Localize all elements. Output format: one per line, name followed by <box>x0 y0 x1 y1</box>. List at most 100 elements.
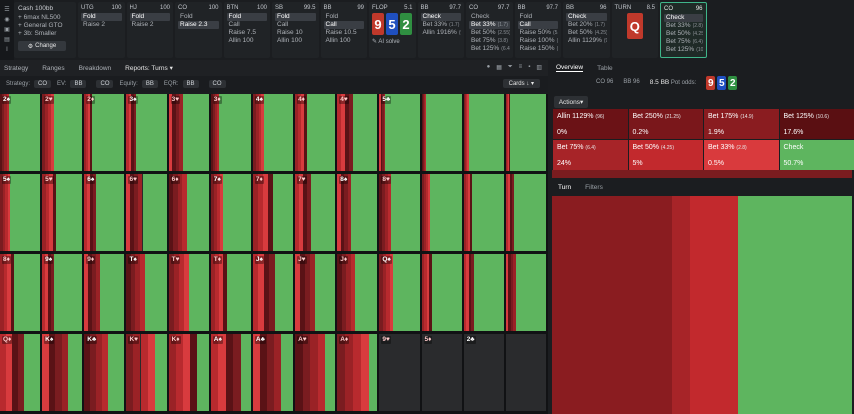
action-option[interactable]: Bet 50% (2.55) <box>469 29 510 37</box>
turn-card-cell[interactable]: 5♠ <box>0 174 41 251</box>
co-column[interactable]: CO 97.7 Check Bet 33% (1.7) Bet 50% (2.55) Bet … <box>466 2 513 58</box>
turn-card-cell[interactable]: 7♠ <box>210 174 251 251</box>
turn-card-cell[interactable] <box>421 94 462 171</box>
turn-card-cell[interactable] <box>505 254 546 331</box>
action-option[interactable]: Fold <box>226 13 267 21</box>
turn-card-cell[interactable] <box>421 254 462 331</box>
turn-card-cell[interactable]: K♥ <box>126 334 167 411</box>
turn-card-cell[interactable]: 2♣ <box>463 334 504 411</box>
action-option[interactable]: Bet 20% (1.7) <box>566 21 607 29</box>
tab-breakdown[interactable]: Breakdown <box>78 64 112 72</box>
bb-column[interactable]: BB 99 Fold Call Raise 10.5 Allin 100 <box>320 2 367 58</box>
save-icon[interactable]: ▣ <box>4 27 10 33</box>
grid-view-icon[interactable]: ▦ <box>496 65 502 71</box>
turn-card-cell[interactable]: 9♥ <box>379 334 420 411</box>
action-option[interactable]: Raise 10.5 <box>324 29 365 37</box>
turn-card-cell[interactable]: 9♠ <box>42 254 83 331</box>
tile-view-icon[interactable]: ▪ <box>528 64 531 70</box>
action-option[interactable]: Check <box>664 14 703 22</box>
ev-filter-bb[interactable]: BB <box>70 80 87 88</box>
flop-card[interactable]: 9 <box>372 13 384 35</box>
turn-card[interactable]: Q <box>626 13 643 39</box>
tab-overview[interactable]: Overview <box>556 64 584 72</box>
turn-card-cell[interactable]: T♥ <box>168 254 209 331</box>
utg-column[interactable]: UTG 100 Fold Raise 2 <box>78 2 125 58</box>
action-option[interactable]: Bet 125%(6.4) <box>469 45 510 53</box>
action-option[interactable]: Fold <box>324 13 365 21</box>
turn-card-cell[interactable]: A♦ <box>337 334 378 411</box>
tab-strategy[interactable]: Strategy <box>4 64 29 72</box>
turn-card-cell[interactable]: A♣ <box>252 334 294 411</box>
co-column[interactable]: CO 100 Fold Raise 2.3 <box>175 2 222 58</box>
action-option[interactable]: Bet 33% (1.7) <box>421 21 462 29</box>
action-option[interactable]: Check <box>420 13 461 21</box>
action-tile[interactable]: Bet 50% (4.25) 5% <box>628 140 703 170</box>
action-option[interactable]: Bet 75% (6.4) <box>664 38 703 46</box>
turn-card-cell[interactable]: K♠ <box>42 334 83 411</box>
bb-column[interactable]: BB 96 Check Bet 20% (1.7) Bet 50% (4.25) Allin … <box>563 2 610 58</box>
action-option[interactable]: Call <box>275 21 316 29</box>
action-option[interactable]: Raise 150%(14.45) <box>518 45 559 53</box>
turn-card-cell[interactable]: Q♦ <box>0 334 41 411</box>
turn-card-cell[interactable] <box>463 174 504 251</box>
action-option[interactable]: Allin 100 <box>324 37 365 45</box>
tab-ranges[interactable]: Ranges <box>42 64 65 72</box>
turn-card-cell[interactable]: 8♥ <box>379 174 420 251</box>
action-tile[interactable]: Bet 175% (14.9) 1.9% <box>704 109 779 139</box>
action-option[interactable]: Bet 33% (1.7) <box>469 21 510 29</box>
list-view-icon[interactable]: ≡ <box>518 64 523 70</box>
action-option[interactable]: Fold <box>129 13 170 21</box>
turn-card-cell[interactable]: 5♥ <box>42 174 83 251</box>
equity-filter-value[interactable]: BB <box>141 80 158 88</box>
action-option[interactable]: Raise 7.5 <box>227 29 268 37</box>
turn-card-cell[interactable] <box>463 94 504 171</box>
stack-icon[interactable]: ◉ <box>4 17 10 23</box>
action-option[interactable]: Call <box>323 21 364 29</box>
turn-card-cell[interactable]: 6♦ <box>168 174 209 251</box>
action-option[interactable]: Raise 2 <box>81 21 122 29</box>
turn-card-cell[interactable]: 6♠ <box>84 174 125 251</box>
turn-card-cell[interactable]: 8♦ <box>0 254 41 331</box>
eqr-filter-co[interactable]: CO <box>208 80 226 88</box>
turn-card-cell[interactable]: 7♥ <box>295 174 336 251</box>
action-tile[interactable]: Allin 1129% (96) 0% <box>553 109 628 139</box>
turn-card-cell[interactable]: 3♦ <box>210 94 251 171</box>
monitor-icon[interactable]: ▤ <box>4 37 10 43</box>
flop-column[interactable]: FLOP 5.1 9 5 2 ✎ AI solve <box>369 2 416 58</box>
turn-card-cell[interactable]: 3♠ <box>126 94 167 171</box>
action-option[interactable]: Call <box>227 21 268 29</box>
menu-icon[interactable]: ☰ <box>4 7 10 13</box>
action-option[interactable]: Fold <box>275 13 316 21</box>
eqr-filter-bb[interactable]: BB <box>182 80 199 88</box>
sb-column[interactable]: SB 99.5 Fold Call Raise 10 Allin 100 <box>272 2 319 58</box>
turn-card-cell[interactable]: J♥ <box>295 254 336 331</box>
tab-table[interactable]: Table <box>597 64 613 72</box>
ai-solve-button[interactable]: ✎ AI solve <box>372 38 413 45</box>
turn-card-cell[interactable]: T♦ <box>210 254 251 331</box>
action-option[interactable]: Check <box>469 13 510 21</box>
turn-card-cell[interactable]: 4♥ <box>337 94 378 171</box>
turn-card-cell[interactable]: J♠ <box>252 254 294 331</box>
columns-view-icon[interactable]: ▥ <box>536 65 542 71</box>
cards-dropdown[interactable]: Cards ↓ ▾ <box>502 79 540 88</box>
turn-card-cell[interactable]: 2♦ <box>84 94 125 171</box>
tab-turn[interactable]: Turn <box>558 184 572 191</box>
action-option[interactable]: Check <box>566 13 607 21</box>
reports-dropdown[interactable]: Reports: Turns ▾ <box>125 65 173 72</box>
action-tile[interactable]: Bet 250% (21.25) 0.2% <box>628 109 703 139</box>
tab-filters[interactable]: Filters <box>585 184 603 191</box>
turn-card-cell[interactable]: 6♥ <box>126 174 167 251</box>
action-option[interactable]: Raise 10 <box>275 29 316 37</box>
turn-card-cell[interactable]: 5♦ <box>421 334 462 411</box>
flop-card[interactable]: 2 <box>400 13 412 35</box>
action-option[interactable]: Allin 100 <box>227 37 268 45</box>
action-option[interactable]: Allin 1129%(96) <box>566 37 607 45</box>
turn-card-cell[interactable]: 7♦ <box>252 174 294 251</box>
settings-icon[interactable]: ● <box>486 64 491 70</box>
turn-card-cell[interactable] <box>505 94 546 171</box>
action-option[interactable]: Fold <box>518 13 559 21</box>
turn-card-cell[interactable]: 2♥ <box>42 94 83 171</box>
